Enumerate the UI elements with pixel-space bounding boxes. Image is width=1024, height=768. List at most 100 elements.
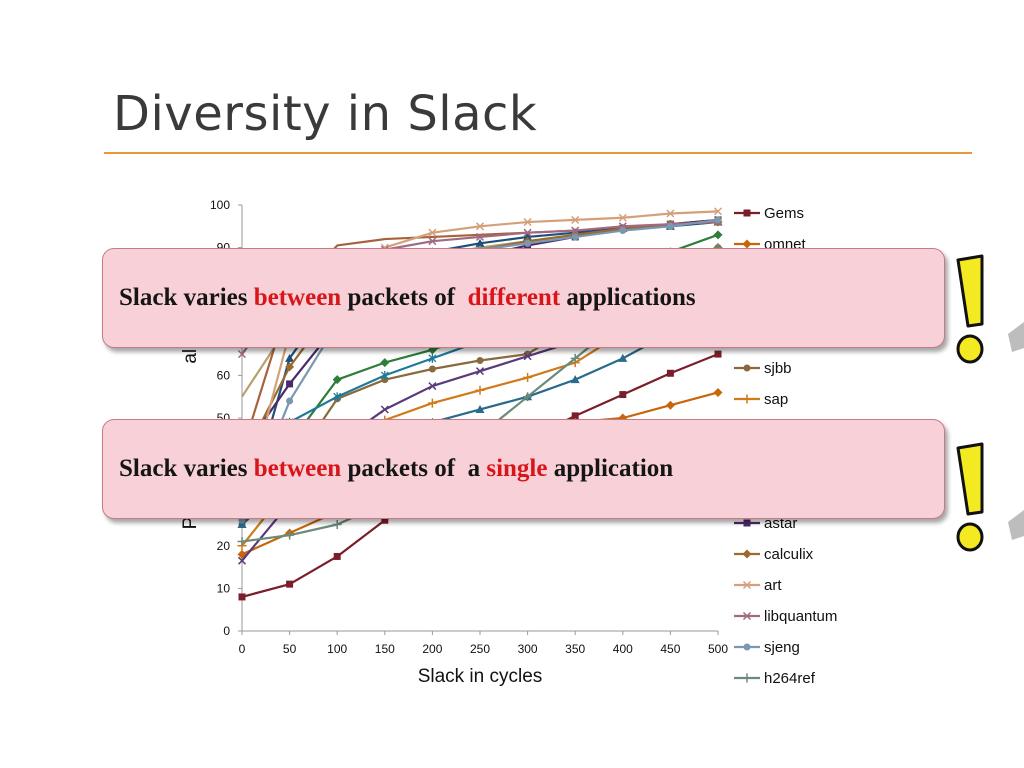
callout-text-pre: Slack varies xyxy=(119,455,254,482)
x-tick-label: 450 xyxy=(660,642,680,656)
callout-highlight-single: single xyxy=(486,455,548,482)
data-point xyxy=(237,556,247,565)
data-point xyxy=(571,412,579,420)
data-point xyxy=(285,362,295,372)
data-point xyxy=(380,358,390,368)
data-point xyxy=(427,398,437,408)
callout-text-post: application xyxy=(547,455,674,482)
data-point xyxy=(619,227,627,235)
x-tick-label: 200 xyxy=(422,642,442,656)
legend-label: art xyxy=(764,577,782,594)
data-point xyxy=(286,397,294,405)
data-point xyxy=(286,380,294,388)
legend-item-sjeng: sjeng xyxy=(734,639,800,656)
x-axis-title: Slack in cycles xyxy=(418,666,543,687)
data-point xyxy=(475,232,485,241)
callout-highlight-between: between xyxy=(253,455,342,482)
data-point xyxy=(238,593,246,601)
x-tick-label: 100 xyxy=(327,642,347,656)
data-point xyxy=(713,207,723,216)
data-point xyxy=(428,228,437,237)
data-point xyxy=(523,392,533,402)
x-tick-label: 350 xyxy=(565,642,585,656)
y-tick-label: 60 xyxy=(217,368,231,382)
chart-legend: Gemsomnetsjbbsapastarcalculixartlibquant… xyxy=(734,205,837,687)
x-tick-label: 500 xyxy=(708,642,728,656)
data-point xyxy=(475,238,485,247)
legend-label: sap xyxy=(764,391,788,408)
legend-swatch-marker xyxy=(743,519,751,527)
data-point xyxy=(666,222,674,230)
y-tick-label: 100 xyxy=(210,198,230,212)
exclamation-icon xyxy=(956,254,1024,364)
legend-swatch-marker xyxy=(742,580,752,590)
data-point xyxy=(428,365,436,373)
callout-different-applications: Slack varies between packets of differen… xyxy=(102,248,945,348)
data-point xyxy=(571,226,580,235)
data-point xyxy=(380,405,389,414)
legend-swatch-marker xyxy=(742,611,752,621)
data-point xyxy=(333,392,342,402)
data-point xyxy=(570,353,580,363)
x-tick-label: 150 xyxy=(375,642,395,656)
data-point xyxy=(286,580,294,588)
data-point xyxy=(285,353,295,362)
data-point xyxy=(381,516,389,524)
callout-text-mid: packets of xyxy=(341,455,462,482)
data-point xyxy=(475,404,485,413)
data-point xyxy=(713,387,723,397)
data-point xyxy=(332,375,342,385)
data-point xyxy=(523,218,532,227)
callout-text-post: applications xyxy=(560,284,696,311)
data-point xyxy=(285,530,295,540)
data-point xyxy=(570,375,580,384)
data-point xyxy=(714,216,722,224)
x-tick-label: 50 xyxy=(283,642,297,656)
legend-item-sap: sap xyxy=(734,391,788,408)
data-point xyxy=(619,391,627,399)
legend-item-calculix: calculix xyxy=(734,546,814,563)
legend-swatch-marker xyxy=(742,673,752,683)
legend-label: sjbb xyxy=(764,360,792,377)
data-point xyxy=(237,520,247,528)
callout-text-mid2: a xyxy=(467,455,487,482)
legend-swatch-marker xyxy=(743,364,751,372)
exclamation-icon xyxy=(956,442,1024,552)
data-point xyxy=(475,385,485,395)
callout-text-mid: packets of xyxy=(341,284,462,311)
data-point xyxy=(713,230,723,240)
y-tick-label: 0 xyxy=(223,624,230,638)
legend-label: sjeng xyxy=(764,639,800,656)
x-tick-label: 0 xyxy=(239,642,246,656)
data-point xyxy=(714,350,722,358)
data-point xyxy=(475,222,485,231)
legend-label: h264ref xyxy=(764,670,816,687)
legend-item-art: art xyxy=(734,577,782,594)
data-point xyxy=(523,232,533,241)
data-point xyxy=(665,400,675,410)
legend-swatch-marker xyxy=(743,643,751,651)
callout-single-application: Slack varies between packets of a single… xyxy=(102,419,945,519)
y-tick-label: 20 xyxy=(217,539,231,553)
legend-item-astar: astar xyxy=(734,515,797,532)
legend-item-sjbb: sjbb xyxy=(734,360,792,377)
data-point xyxy=(523,228,532,237)
callout-text-pre: Slack varies xyxy=(119,284,254,311)
callout-highlight-different: different xyxy=(467,284,561,311)
data-point xyxy=(333,552,341,560)
x-tick-label: 400 xyxy=(613,642,633,656)
data-point xyxy=(666,209,675,218)
data-point xyxy=(476,356,484,364)
legend-swatch-marker xyxy=(743,209,751,217)
data-point xyxy=(618,213,627,222)
legend-item-h264ref: h264ref xyxy=(734,670,816,687)
data-point xyxy=(237,350,247,359)
x-tick-label: 300 xyxy=(518,642,538,656)
data-point xyxy=(428,353,437,363)
data-point xyxy=(524,239,532,247)
data-point xyxy=(428,382,437,391)
y-tick-label: 10 xyxy=(217,581,231,595)
legend-item-Gems: Gems xyxy=(734,205,804,222)
data-point xyxy=(523,373,533,383)
